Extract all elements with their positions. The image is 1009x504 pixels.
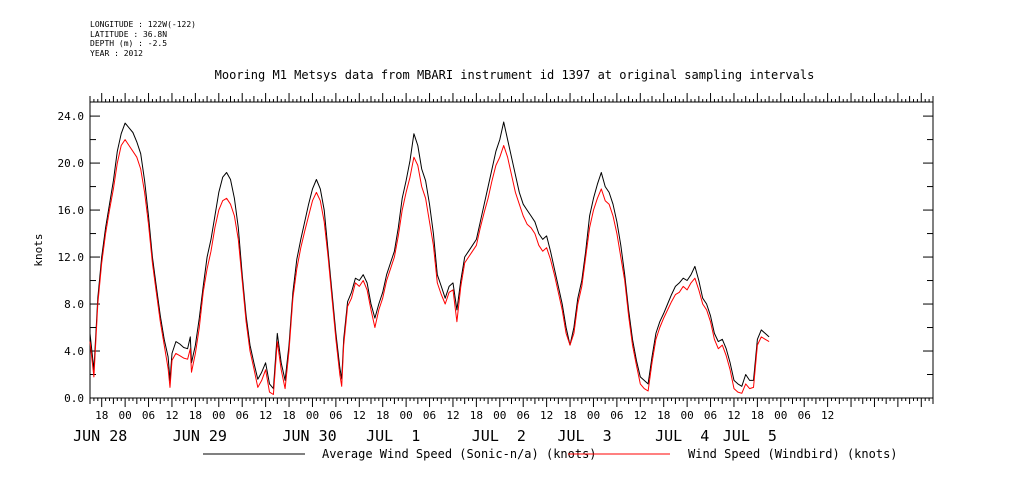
x-tick-label: 18 xyxy=(751,409,764,422)
x-tick-label: 12 xyxy=(353,409,366,422)
x-tick-label: 06 xyxy=(142,409,155,422)
x-tick-label: 06 xyxy=(423,409,436,422)
year-label: YEAR : 2012 xyxy=(90,48,143,58)
x-day-label: JUN 28 xyxy=(73,427,127,445)
legend-label-1: Wind Speed (Windbird) (knots) xyxy=(688,447,898,461)
x-tick-label: 06 xyxy=(798,409,811,422)
series-line-0 xyxy=(89,121,770,390)
x-tick-label: 00 xyxy=(212,409,225,422)
chart-title: Mooring M1 Metsys data from MBARI instru… xyxy=(214,68,815,82)
x-tick-label: 18 xyxy=(189,409,202,422)
x-tick-label: 06 xyxy=(517,409,530,422)
x-tick-label: 18 xyxy=(95,409,108,422)
x-tick-label: 00 xyxy=(681,409,694,422)
y-tick-label: 16.0 xyxy=(58,204,85,217)
x-day-label: JUL 2 xyxy=(472,427,526,445)
x-tick-label: 06 xyxy=(704,409,717,422)
series-line-1 xyxy=(89,139,770,395)
series-group xyxy=(89,121,770,395)
y-axis-label: knots xyxy=(32,233,45,266)
plot-frame xyxy=(89,101,934,399)
x-tick-label: 12 xyxy=(634,409,647,422)
x-day-label: JUL 1 xyxy=(366,427,420,445)
latitude-label: LATITUDE : 36.8N xyxy=(90,29,168,39)
x-tick-label: 00 xyxy=(493,409,506,422)
y-tick-label: 8.0 xyxy=(64,298,84,311)
legend-label-0: Average Wind Speed (Sonic-n/a) (knots) xyxy=(322,447,597,461)
x-tick-label: 12 xyxy=(446,409,459,422)
x-tick-label: 12 xyxy=(165,409,178,422)
x-tick-label: 12 xyxy=(727,409,740,422)
x-tick-label: 00 xyxy=(774,409,787,422)
x-tick-label: 12 xyxy=(540,409,553,422)
x-tick-label: 18 xyxy=(657,409,670,422)
x-axis: 18 00 06 12 18 00 06 12 18 00 06 12 18 00 06 12 18 00 06 12… xyxy=(73,93,934,445)
x-tick-label: 06 xyxy=(329,409,342,422)
depth-label: DEPTH (m) : -2.5 xyxy=(90,39,168,48)
y-tick-label: 12.0 xyxy=(58,251,85,264)
metadata-block: LONGITUDE : 122W(-122) LATITUDE : 36.8N … xyxy=(90,20,196,58)
x-tick-label: 06 xyxy=(610,409,623,422)
x-tick-label: 00 xyxy=(400,409,413,422)
x-tick-label: 00 xyxy=(119,409,132,422)
x-day-label: JUL 4 xyxy=(655,427,709,445)
legend: Average Wind Speed (Sonic-n/a) (knots) Wi… xyxy=(203,447,898,461)
x-tick-label: 18 xyxy=(282,409,295,422)
x-tick-label: 18 xyxy=(470,409,483,422)
y-tick-label: 24.0 xyxy=(58,110,85,123)
x-tick-label: 18 xyxy=(376,409,389,422)
x-tick-label: 12 xyxy=(821,409,834,422)
x-tick-label: 00 xyxy=(306,409,319,422)
x-day-label: JUN 29 xyxy=(173,427,227,445)
x-tick-label: 06 xyxy=(236,409,249,422)
x-tick-label: 00 xyxy=(587,409,600,422)
longitude-label: LONGITUDE : 122W(-122) xyxy=(90,20,196,29)
x-day-label: JUL 5 xyxy=(723,427,777,445)
y-tick-label: 20.0 xyxy=(58,157,85,170)
x-day-label: JUL 3 xyxy=(557,427,611,445)
x-day-label: JUN 30 xyxy=(282,427,336,445)
y-tick-label: 4.0 xyxy=(64,345,84,358)
x-tick-label: 12 xyxy=(259,409,272,422)
y-tick-label: 0.0 xyxy=(64,392,84,405)
y-axis: 0.0 4.0 8.0 12.0 16.0 20.0 24.0 xyxy=(58,110,933,405)
x-tick-label: 18 xyxy=(563,409,576,422)
